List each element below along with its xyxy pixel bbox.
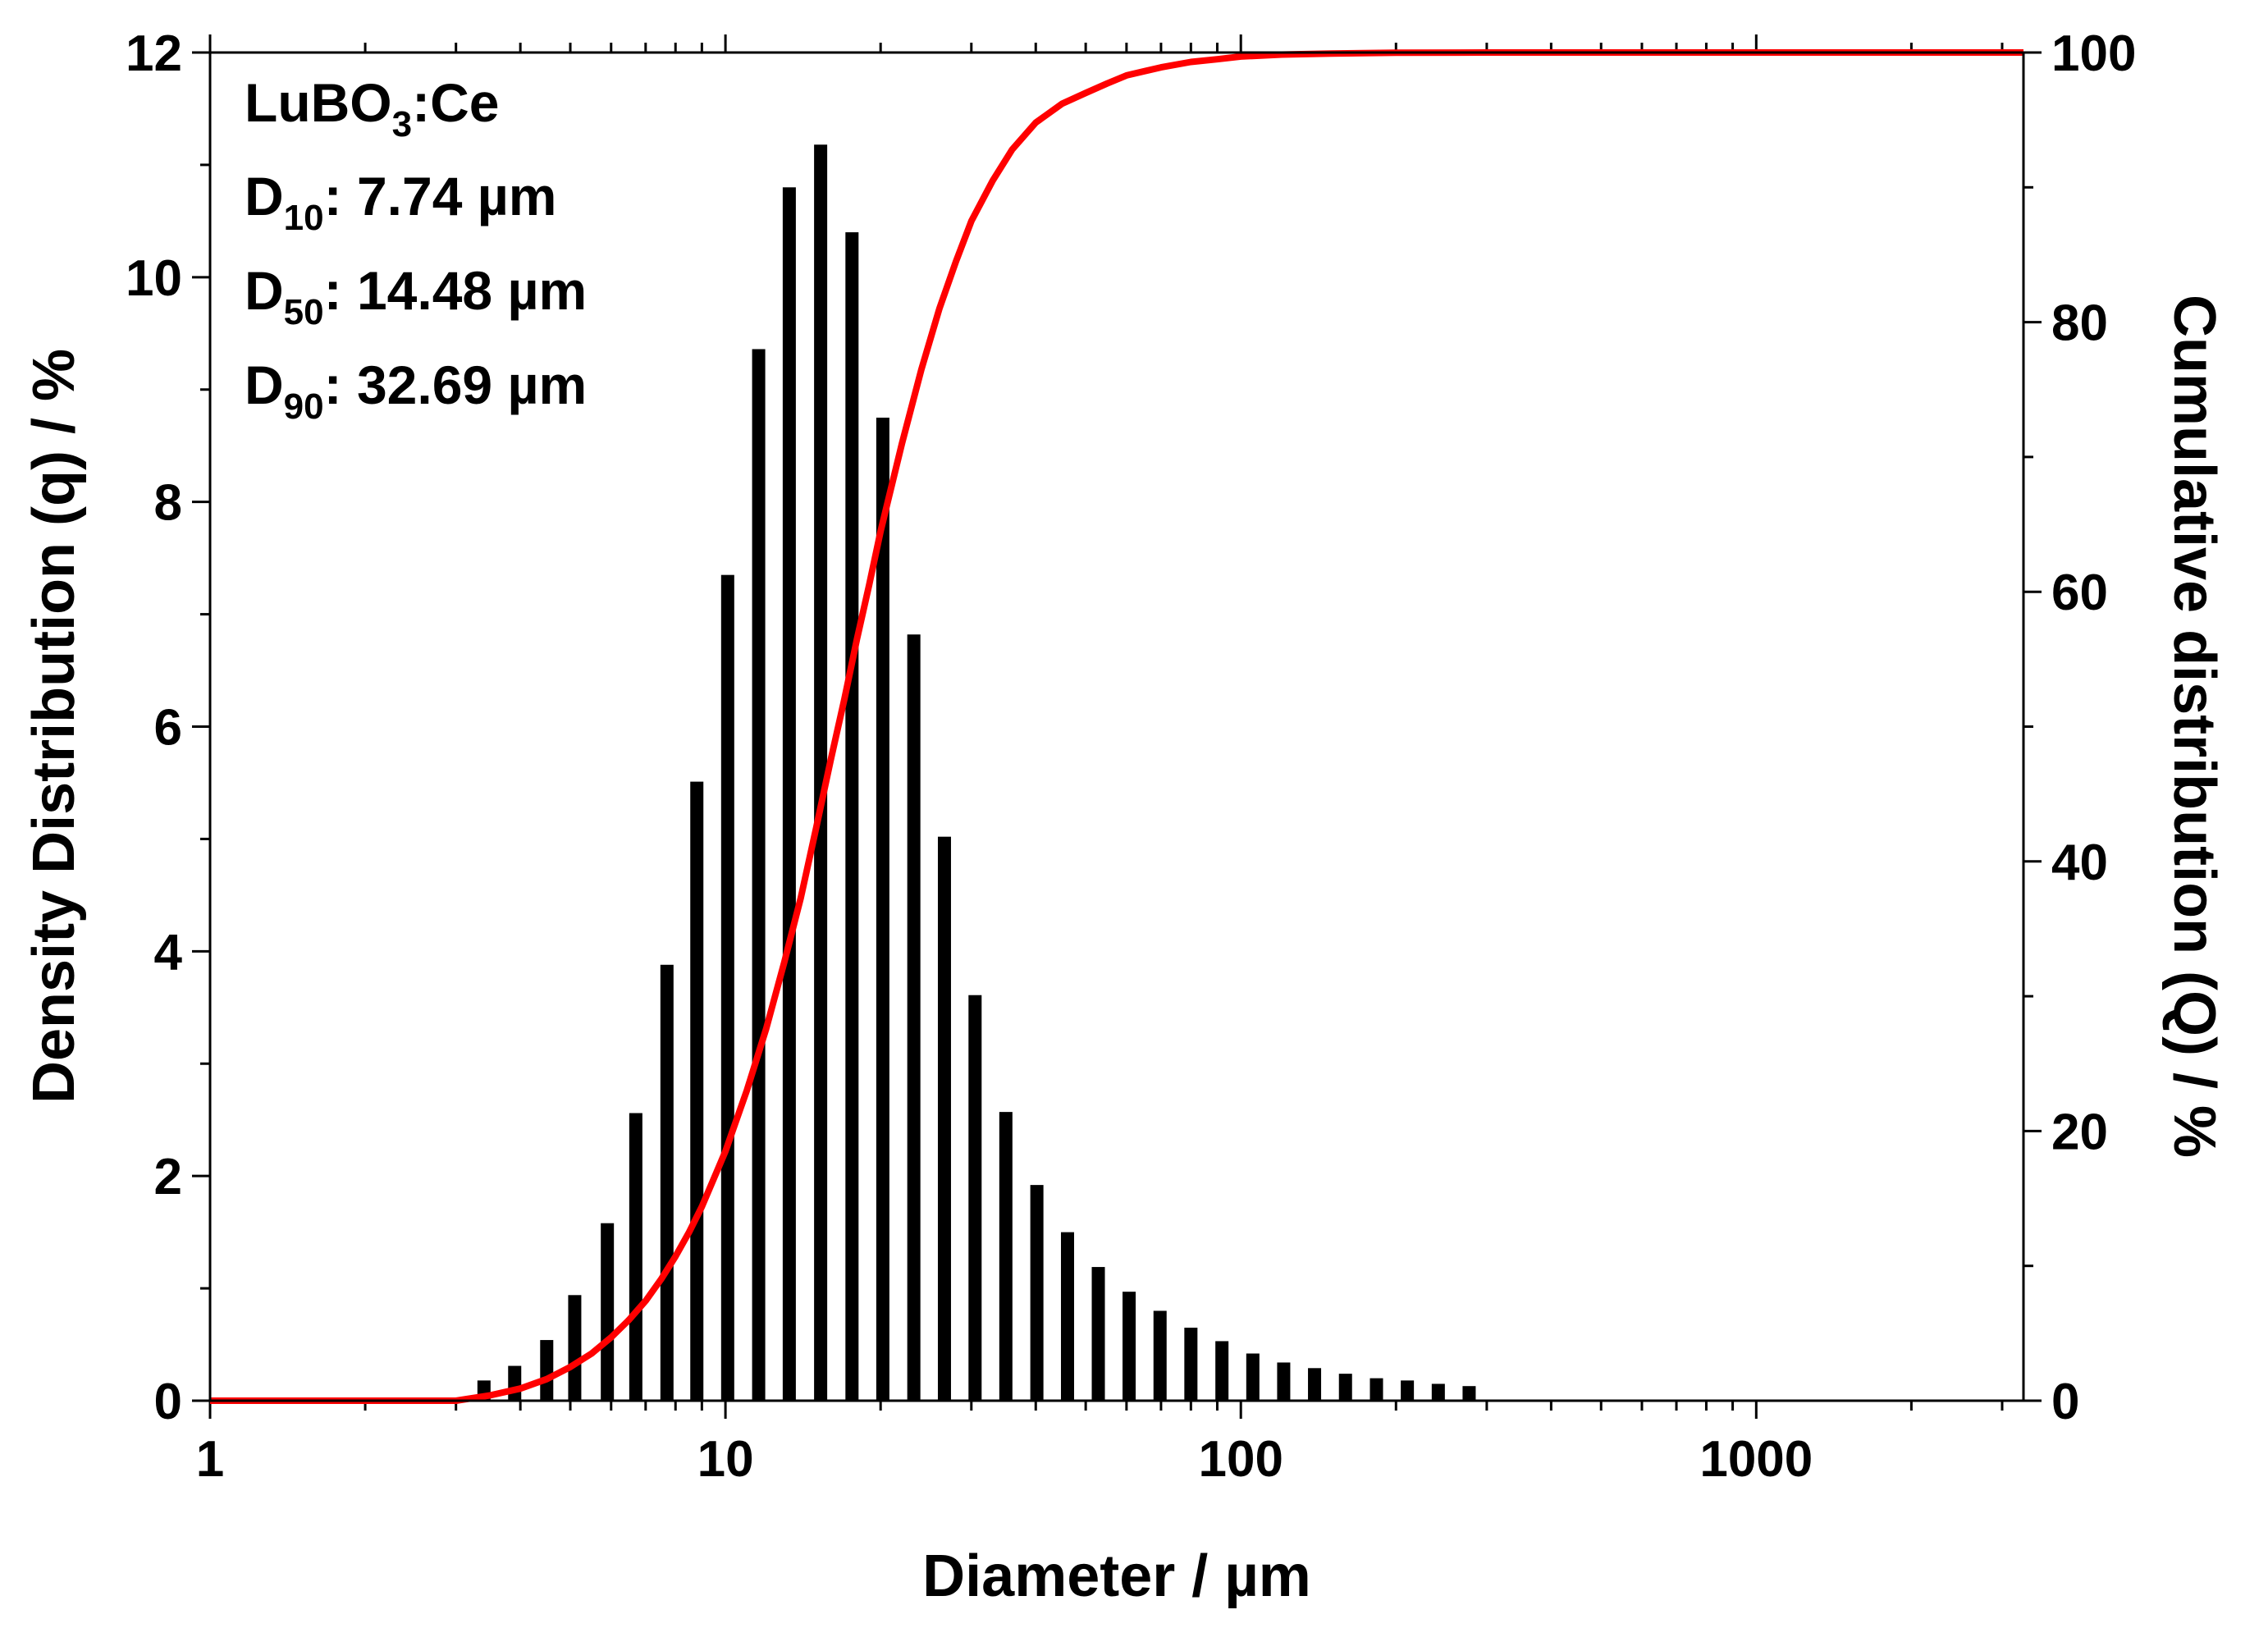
y-tick-label: 12 [126,25,182,82]
density-bar [601,1223,615,1401]
x-tick-label: 1000 [1699,1431,1813,1488]
density-bar [1369,1378,1383,1401]
cumulative-line [210,49,2023,1404]
x-axis-title: Diameter / µm [922,1543,1311,1609]
density-bars [477,144,1476,1402]
density-bar [1153,1310,1167,1401]
density-bar [1091,1267,1105,1401]
density-bar [845,232,859,1402]
y2-tick-label: 40 [2051,835,2108,891]
y-tick-label: 8 [154,475,182,532]
density-bar [1401,1380,1415,1401]
d10-annotation: D10: 7.74 µm [245,166,556,238]
density-bar [814,144,828,1401]
density-bar [1060,1232,1074,1401]
density-bar [508,1365,522,1401]
density-bar [720,574,734,1401]
density-bar [568,1295,582,1401]
density-bar [752,349,766,1402]
density-bar [782,187,796,1401]
plot-frame [208,51,2025,1402]
density-bar [1462,1386,1476,1401]
y2-tick-label: 20 [2051,1104,2108,1160]
density-bar [690,781,704,1401]
sample-annotation: LuBO3:Ce [245,72,499,144]
density-bar [1277,1362,1291,1401]
density-bar [660,964,674,1401]
density-bar [1246,1353,1260,1401]
tick-labels: 1 10 100 1000 0 2 4 6 8 10 12 0 20 40 60 80 100 [126,25,2136,1488]
density-bar [629,1113,642,1401]
y-tick-label: 0 [154,1374,182,1430]
y-tick-label: 10 [126,250,182,307]
x-tick-label: 1 [196,1431,224,1488]
d50-annotation: D50: 14.48 µm [245,260,587,332]
density-bar [1431,1383,1445,1401]
density-bar [907,634,921,1401]
density-bar [968,995,982,1401]
x-tick-label: 100 [1198,1431,1283,1488]
density-bar [1215,1341,1229,1401]
density-bar [999,1112,1013,1401]
density-bar [1030,1185,1044,1401]
y-axis-title: Density Distribution (q) / % [21,349,87,1104]
density-bar [1123,1292,1136,1401]
d90-annotation: D90: 32.69 µm [245,354,587,427]
y-tick-label: 6 [154,700,182,757]
density-bar [540,1340,554,1401]
density-bar [1184,1328,1198,1401]
y-tick-label: 2 [154,1149,182,1205]
density-bar [1308,1368,1322,1401]
y2-axis-title: Cumulative distribution (Q) / % [2161,295,2227,1158]
y2-tick-label: 80 [2051,295,2108,352]
density-bar [1338,1374,1352,1401]
y-tick-label: 4 [154,924,183,981]
y2-tick-label: 0 [2051,1374,2079,1430]
y2-tick-label: 100 [2051,25,2136,82]
ticks-layer [192,34,2042,1419]
density-bar [937,836,951,1401]
density-bar [876,417,889,1402]
x-tick-label: 10 [697,1431,754,1488]
y2-tick-label: 60 [2051,565,2108,621]
